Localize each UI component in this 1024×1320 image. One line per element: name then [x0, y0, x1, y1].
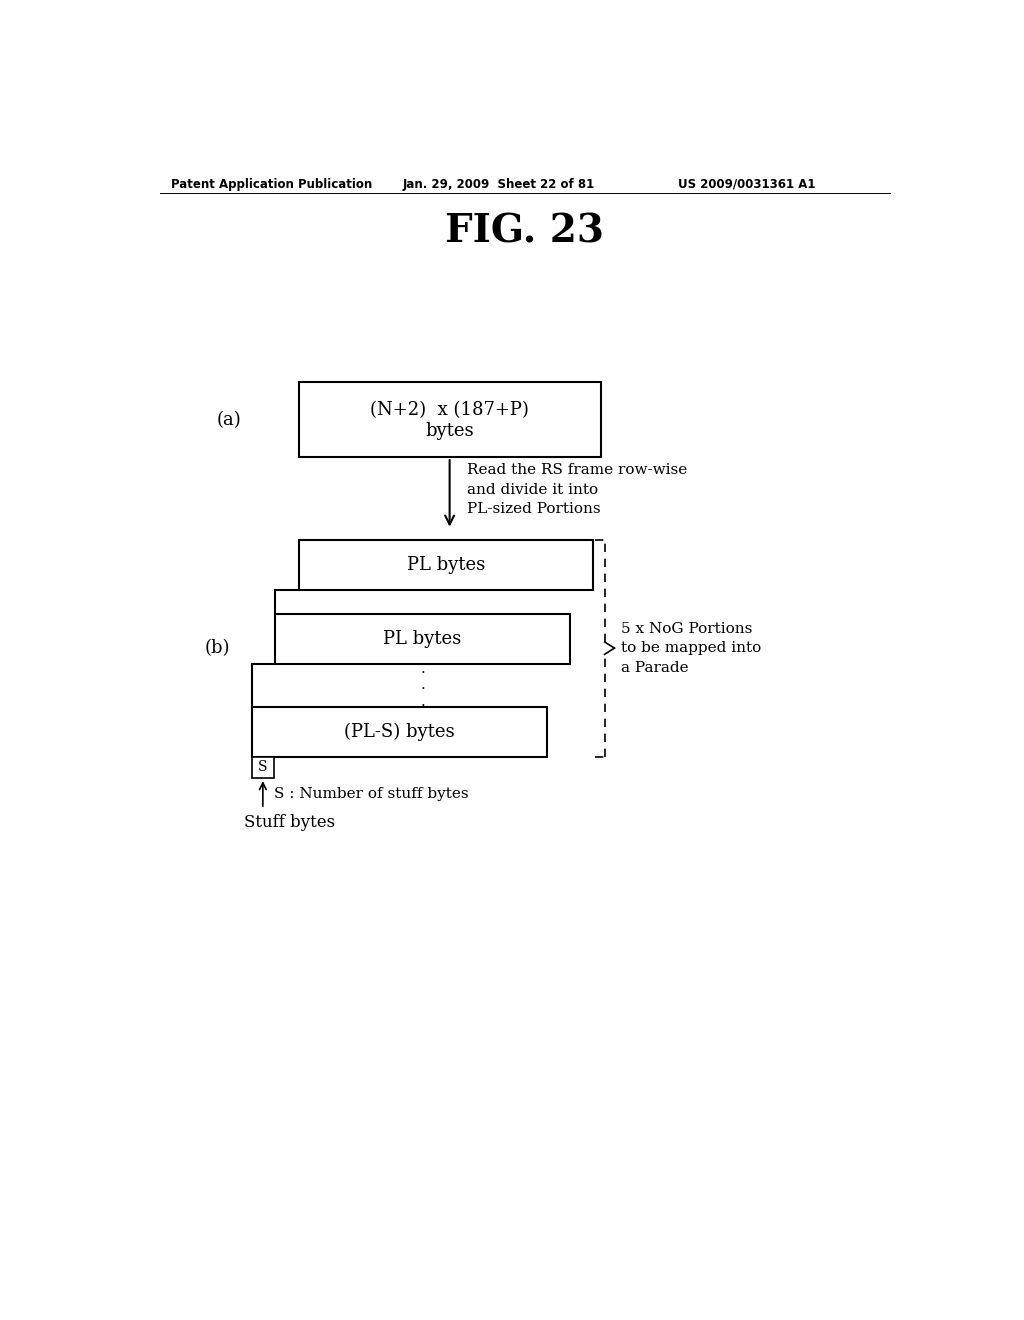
Text: Stuff bytes: Stuff bytes [245, 814, 336, 832]
Text: Patent Application Publication: Patent Application Publication [171, 178, 372, 190]
Text: FIG. 23: FIG. 23 [445, 213, 604, 251]
Text: 5 x NoG Portions
to be mapped into
a Parade: 5 x NoG Portions to be mapped into a Par… [621, 622, 761, 675]
Text: (PL-S) bytes: (PL-S) bytes [344, 722, 455, 741]
Text: .
.
.: . . . [420, 663, 425, 709]
Bar [299, 540, 593, 590]
Text: S : Number of stuff bytes: S : Number of stuff bytes [274, 787, 469, 801]
Bar [252, 706, 547, 756]
Text: US 2009/0031361 A1: US 2009/0031361 A1 [678, 178, 816, 190]
Text: Read the RS frame row-wise
and divide it into
PL-sized Portions: Read the RS frame row-wise and divide it… [467, 463, 687, 516]
Bar [299, 381, 601, 457]
Bar [275, 614, 569, 664]
Text: PL bytes: PL bytes [383, 630, 462, 648]
Bar [252, 756, 273, 779]
Text: bytes: bytes [425, 422, 474, 440]
Text: PL bytes: PL bytes [407, 556, 485, 574]
Text: S: S [258, 760, 267, 775]
Text: (b): (b) [205, 639, 229, 657]
Text: (a): (a) [216, 412, 241, 429]
Text: (N+2)  x (187+P): (N+2) x (187+P) [371, 401, 529, 420]
Text: Jan. 29, 2009  Sheet 22 of 81: Jan. 29, 2009 Sheet 22 of 81 [403, 178, 595, 190]
